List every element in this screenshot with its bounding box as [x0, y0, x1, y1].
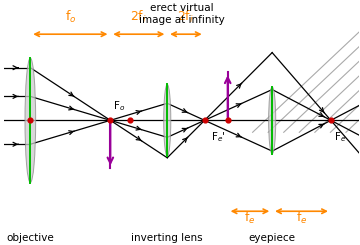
Text: erect virtual
image at infinity: erect virtual image at infinity [139, 3, 224, 25]
Point [127, 118, 133, 122]
Text: f$_e$: f$_e$ [244, 209, 256, 226]
Text: 2f$_i$: 2f$_i$ [130, 9, 147, 24]
Point [202, 118, 207, 122]
Ellipse shape [25, 58, 36, 183]
Text: f$_o$: f$_o$ [64, 9, 76, 24]
Ellipse shape [269, 87, 276, 154]
Point [328, 118, 334, 122]
Point [225, 118, 231, 122]
Ellipse shape [164, 85, 171, 156]
Text: F$_o$: F$_o$ [113, 99, 125, 113]
Point [27, 118, 33, 122]
Text: inverting lens: inverting lens [131, 233, 203, 243]
Text: objective: objective [6, 233, 54, 243]
Point [108, 118, 113, 122]
Text: F$_e$: F$_e$ [334, 130, 346, 144]
Text: f$_e$: f$_e$ [296, 209, 307, 226]
Text: 2f$_i$: 2f$_i$ [177, 9, 194, 24]
Text: F$_e$': F$_e$' [211, 130, 226, 144]
Text: eyepiece: eyepiece [249, 233, 296, 243]
